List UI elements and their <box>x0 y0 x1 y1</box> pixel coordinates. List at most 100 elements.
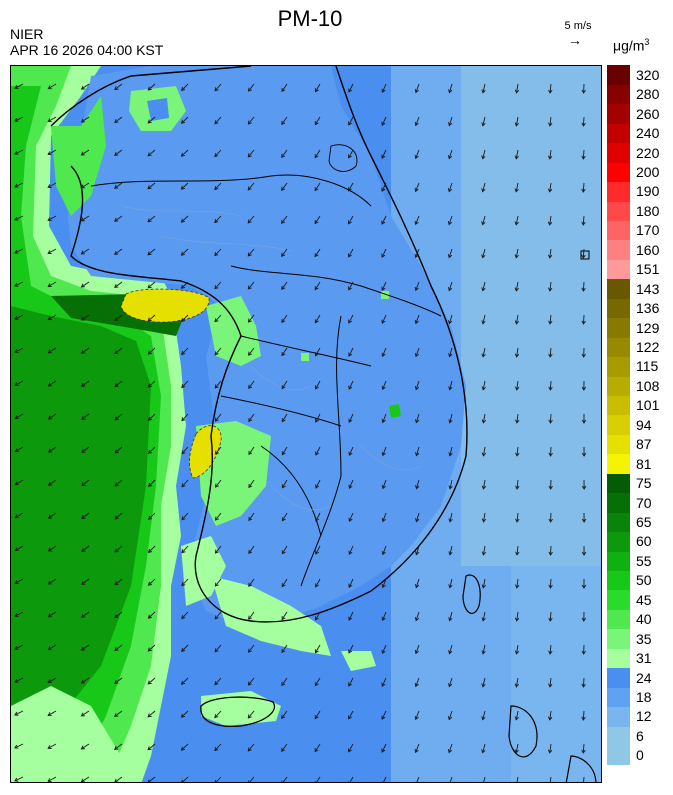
wind-arrow <box>48 413 57 420</box>
wind-arrow-head <box>348 385 353 390</box>
unit-base: μg/m <box>613 37 645 54</box>
wind-arrow <box>415 215 420 225</box>
wind-arrow-head <box>114 581 119 586</box>
wind-arrow-head <box>348 154 352 159</box>
wind-arrow <box>114 644 123 651</box>
wind-arrow <box>482 611 486 621</box>
wind-arrow-head <box>315 550 320 555</box>
wind-arrow <box>181 116 189 124</box>
wind-arrow <box>148 644 156 652</box>
wind-arrow <box>549 347 552 358</box>
wind-arrow <box>315 446 321 456</box>
wind-arrow-head <box>281 418 286 423</box>
wind-arrow <box>281 512 288 521</box>
wind-arrow-head <box>581 683 586 688</box>
wind-arrow <box>214 578 222 587</box>
wind-arrow <box>482 281 486 291</box>
wind-arrow-head <box>81 580 86 585</box>
wind-arrow-head <box>481 683 486 688</box>
wind-arrow <box>281 182 288 191</box>
wind-arrow-head <box>80 151 85 156</box>
wind-arrow <box>215 512 222 521</box>
wind-arrow <box>249 776 255 782</box>
wind-arrow-head <box>381 550 386 556</box>
legend-label: 240 <box>636 125 660 142</box>
wind-arrow-head <box>348 550 353 555</box>
wind-arrow-head <box>414 187 419 193</box>
wind-arrow-head <box>281 616 286 621</box>
wind-arrow-head <box>581 617 587 622</box>
wind-arrow <box>181 644 189 652</box>
wind-arrow-head <box>248 582 253 588</box>
wind-arrow <box>314 149 321 158</box>
wind-arrow <box>482 446 486 456</box>
wind-arrow-head <box>514 155 519 160</box>
wind-arrow-head <box>47 250 52 254</box>
wind-arrow <box>549 776 552 782</box>
wind-arrow-head <box>348 352 353 357</box>
wind-arrow <box>382 578 387 588</box>
wind-arrow <box>214 644 222 653</box>
wind-arrow-head <box>514 188 519 193</box>
wind-arrow-head <box>448 485 453 490</box>
wind-arrow <box>315 347 321 357</box>
wind-arrow <box>114 512 123 520</box>
wind-arrow <box>415 116 420 126</box>
wind-arrow <box>14 413 24 419</box>
wind-arrow <box>415 347 420 357</box>
wind-arrow <box>81 281 90 288</box>
wind-arrow-head <box>448 683 453 688</box>
wind-arrow <box>549 578 552 589</box>
wind-arrow <box>482 347 486 357</box>
wind-arrow <box>582 116 585 127</box>
wind-arrow-head <box>47 217 52 221</box>
plume-south-light <box>11 686 131 782</box>
wind-arrow-head <box>81 382 86 387</box>
wind-arrow <box>582 743 585 754</box>
wind-arrow-head <box>381 319 386 325</box>
peninsula-landmass <box>66 66 466 626</box>
wind-arrow-head <box>581 452 587 457</box>
wind-arrow-head <box>47 580 52 585</box>
wind-arrow <box>147 710 156 718</box>
wind-arrow <box>281 215 288 224</box>
wind-arrow <box>516 578 519 588</box>
inland-green-dot-3 <box>389 404 401 418</box>
wind-arrow <box>482 644 486 654</box>
wind-arrow <box>48 380 57 387</box>
wind-arrow <box>48 512 57 519</box>
wind-arrow <box>448 314 453 324</box>
wind-arrow <box>382 611 387 621</box>
wind-arrow <box>248 314 255 323</box>
wind-arrow <box>47 710 57 716</box>
wind-arrow-head <box>481 518 487 523</box>
wind-arrow-head <box>415 485 420 490</box>
wind-arrow <box>516 413 519 423</box>
wind-arrow <box>214 83 222 92</box>
wind-arrow-head <box>147 548 153 553</box>
legend-label: 24 <box>636 669 652 686</box>
wind-arrow <box>147 116 156 124</box>
wind-arrow-head <box>181 350 186 356</box>
wind-arrow <box>281 677 288 686</box>
wind-arrow <box>415 314 420 324</box>
wind-arrow <box>181 710 189 718</box>
legend-swatch <box>607 667 630 688</box>
legend-label: 170 <box>636 222 660 239</box>
wind-arrow <box>14 644 24 650</box>
wind-arrow <box>549 83 552 93</box>
wind-arrow <box>516 644 519 654</box>
wind-arrow-head <box>481 419 486 424</box>
wind-arrow <box>247 743 255 752</box>
wind-arrow <box>315 545 321 555</box>
wind-arrow <box>315 83 321 92</box>
wind-reference-label: 5 m/s <box>564 20 592 32</box>
legend-swatch <box>607 240 630 260</box>
wind-arrow-head <box>348 319 353 324</box>
legend-label: 12 <box>636 708 652 725</box>
wind-arrow <box>247 149 255 158</box>
pm10-map <box>10 65 602 783</box>
wind-arrow-head <box>414 154 419 160</box>
wind-arrow-head <box>147 152 152 157</box>
wind-arrow-head <box>181 549 186 554</box>
